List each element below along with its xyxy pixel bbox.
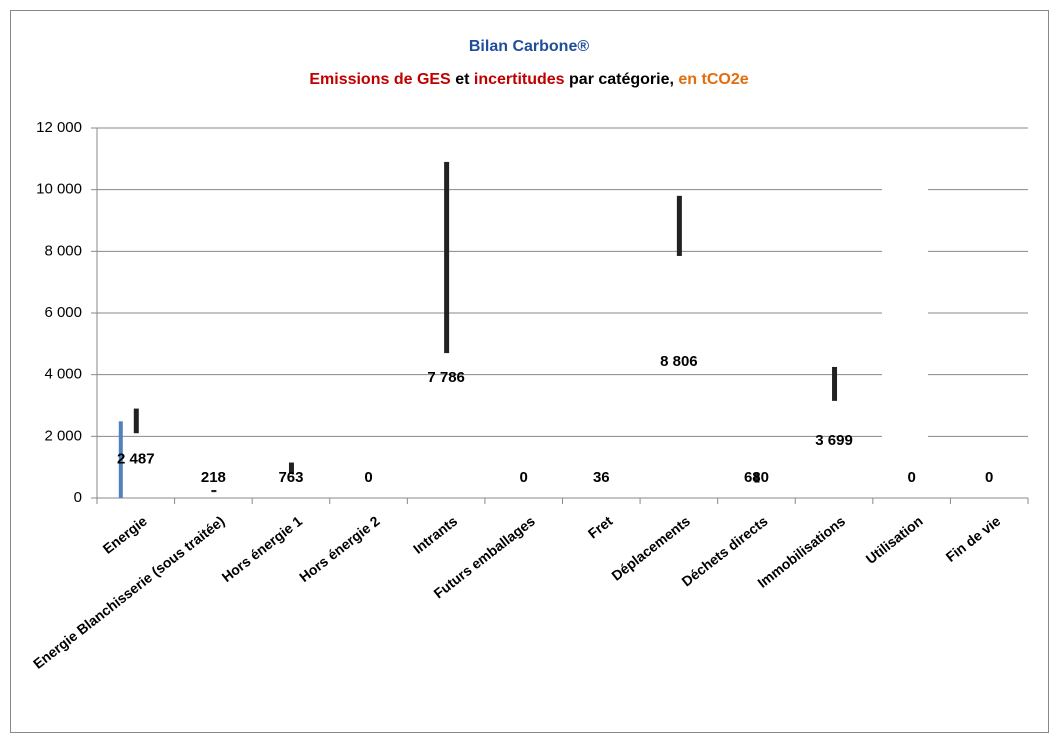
data-label: 763	[278, 469, 303, 486]
chart-border	[10, 10, 1049, 733]
data-label: 0	[520, 469, 528, 486]
chart-title: Bilan Carbone®	[469, 38, 589, 55]
y-tick-label: 8 000	[44, 242, 82, 259]
error-bar	[288, 462, 294, 474]
data-label: 2 487	[117, 451, 155, 468]
data-label: 0	[985, 469, 993, 486]
y-tick-label: 12 000	[36, 119, 82, 136]
error-bar	[676, 195, 682, 256]
error-bar	[754, 473, 760, 483]
y-tick-label: 2 000	[44, 427, 82, 444]
data-label: 0	[364, 469, 372, 486]
subtitle-part: et	[455, 71, 470, 88]
data-label: 3 699	[815, 432, 853, 449]
error-bar	[444, 161, 450, 354]
bar	[118, 421, 123, 498]
y-tick-label: 0	[74, 489, 82, 506]
subtitle-part: Emissions de GES	[309, 71, 451, 88]
data-label: 8 806	[660, 353, 698, 370]
error-bar	[133, 408, 139, 434]
legend-area	[882, 160, 928, 480]
error-bar	[211, 489, 217, 493]
data-label: 218	[201, 469, 226, 486]
subtitle-part: incertitudes	[474, 71, 565, 88]
data-label: 680	[744, 469, 769, 486]
chart-subtitle: Emissions de GES et incertitudes par cat…	[309, 71, 748, 88]
data-label: 7 786	[427, 369, 465, 386]
y-tick-label: 4 000	[44, 366, 82, 383]
data-label: 0	[907, 469, 915, 486]
error-bar	[832, 366, 838, 401]
y-tick-label: 6 000	[44, 304, 82, 321]
subtitle-part: par catégorie,	[569, 71, 674, 88]
data-label: 36	[593, 469, 610, 486]
y-tick-label: 10 000	[36, 181, 82, 198]
subtitle-part: en tCO2e	[678, 71, 748, 88]
